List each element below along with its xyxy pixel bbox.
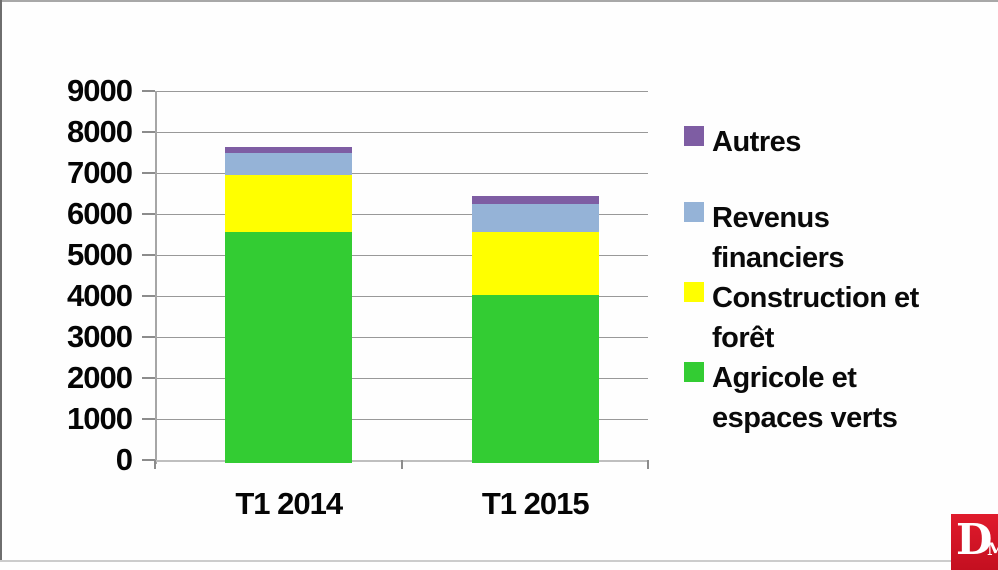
bar-segment-agricole-et-espaces-verts bbox=[225, 231, 353, 463]
y-axis-tick-label: 3000 bbox=[67, 319, 133, 354]
gridline bbox=[155, 172, 648, 174]
y-axis-tick bbox=[142, 172, 155, 174]
y-axis-tick-label: 2000 bbox=[67, 360, 133, 395]
chart-legend: Autres Revenus financiers Construction et … bbox=[684, 0, 994, 562]
gridline bbox=[155, 377, 648, 379]
y-axis-tick bbox=[142, 90, 155, 92]
y-axis-tick-label: 6000 bbox=[67, 196, 133, 231]
y-axis-tick bbox=[142, 336, 155, 338]
frame-border-bottom bbox=[0, 560, 998, 562]
bar-segment-revenus-financiers bbox=[225, 153, 353, 175]
y-axis-tick bbox=[142, 131, 155, 133]
gridline bbox=[155, 90, 648, 92]
gridline bbox=[155, 418, 648, 420]
x-axis-tick bbox=[154, 460, 156, 469]
gridline bbox=[155, 131, 648, 133]
y-axis-line bbox=[155, 91, 157, 464]
y-axis-tick bbox=[142, 213, 155, 215]
legend-swatch bbox=[684, 362, 704, 382]
x-axis-category-label: T1 2014 bbox=[235, 486, 343, 521]
logo-letter-d: D bbox=[956, 515, 993, 564]
gridline bbox=[155, 254, 648, 256]
gridline bbox=[155, 336, 648, 338]
bar-segment-autres bbox=[225, 147, 353, 154]
y-axis-tick-label: 7000 bbox=[67, 155, 133, 190]
x-axis-category-label: T1 2015 bbox=[481, 486, 590, 521]
frame-border-top bbox=[0, 0, 998, 2]
y-axis-tick-label: 9000 bbox=[67, 73, 133, 108]
y-axis-tick bbox=[142, 418, 155, 420]
y-axis-tick-label: 5000 bbox=[67, 237, 133, 272]
gridline bbox=[155, 295, 648, 297]
y-axis-tick bbox=[142, 377, 155, 379]
legend-item: Agricole et espaces verts bbox=[684, 358, 994, 438]
frame-border-left bbox=[0, 0, 2, 562]
legend-item: Autres bbox=[684, 122, 994, 202]
legend-item-label: Agricole et espaces verts bbox=[712, 362, 898, 434]
legend-swatch bbox=[684, 126, 704, 146]
legend-item: Construction et forêt bbox=[684, 278, 994, 358]
bar-segment-construction-et-for-t bbox=[471, 231, 599, 295]
bar-segment-autres bbox=[471, 195, 599, 204]
legend-item: Revenus financiers bbox=[684, 198, 994, 278]
y-axis-tick bbox=[142, 295, 155, 297]
legend-swatch bbox=[684, 282, 704, 302]
bar-segment-revenus-financiers bbox=[471, 203, 599, 232]
y-axis-tick-label: 0 bbox=[115, 442, 133, 477]
x-axis-tick bbox=[400, 460, 403, 469]
gridline bbox=[155, 213, 648, 215]
bar-segment-construction-et-for-t bbox=[225, 174, 353, 232]
publisher-logo: D M bbox=[951, 514, 998, 570]
legend-item-label: Construction et forêt bbox=[712, 282, 919, 354]
legend-item-label: Autres bbox=[712, 126, 801, 158]
y-axis-tick bbox=[142, 459, 155, 461]
y-axis-tick bbox=[142, 254, 155, 256]
y-axis-tick-label: 1000 bbox=[67, 401, 133, 436]
legend-swatch bbox=[684, 202, 704, 222]
bar-segment-agricole-et-espaces-verts bbox=[471, 294, 599, 463]
logo-letter-m: M bbox=[987, 540, 998, 560]
y-axis-tick-label: 4000 bbox=[67, 278, 133, 313]
x-axis-tick bbox=[647, 460, 649, 469]
y-axis-tick-label: 8000 bbox=[67, 114, 133, 149]
legend-item-label: Revenus financiers bbox=[712, 202, 845, 274]
